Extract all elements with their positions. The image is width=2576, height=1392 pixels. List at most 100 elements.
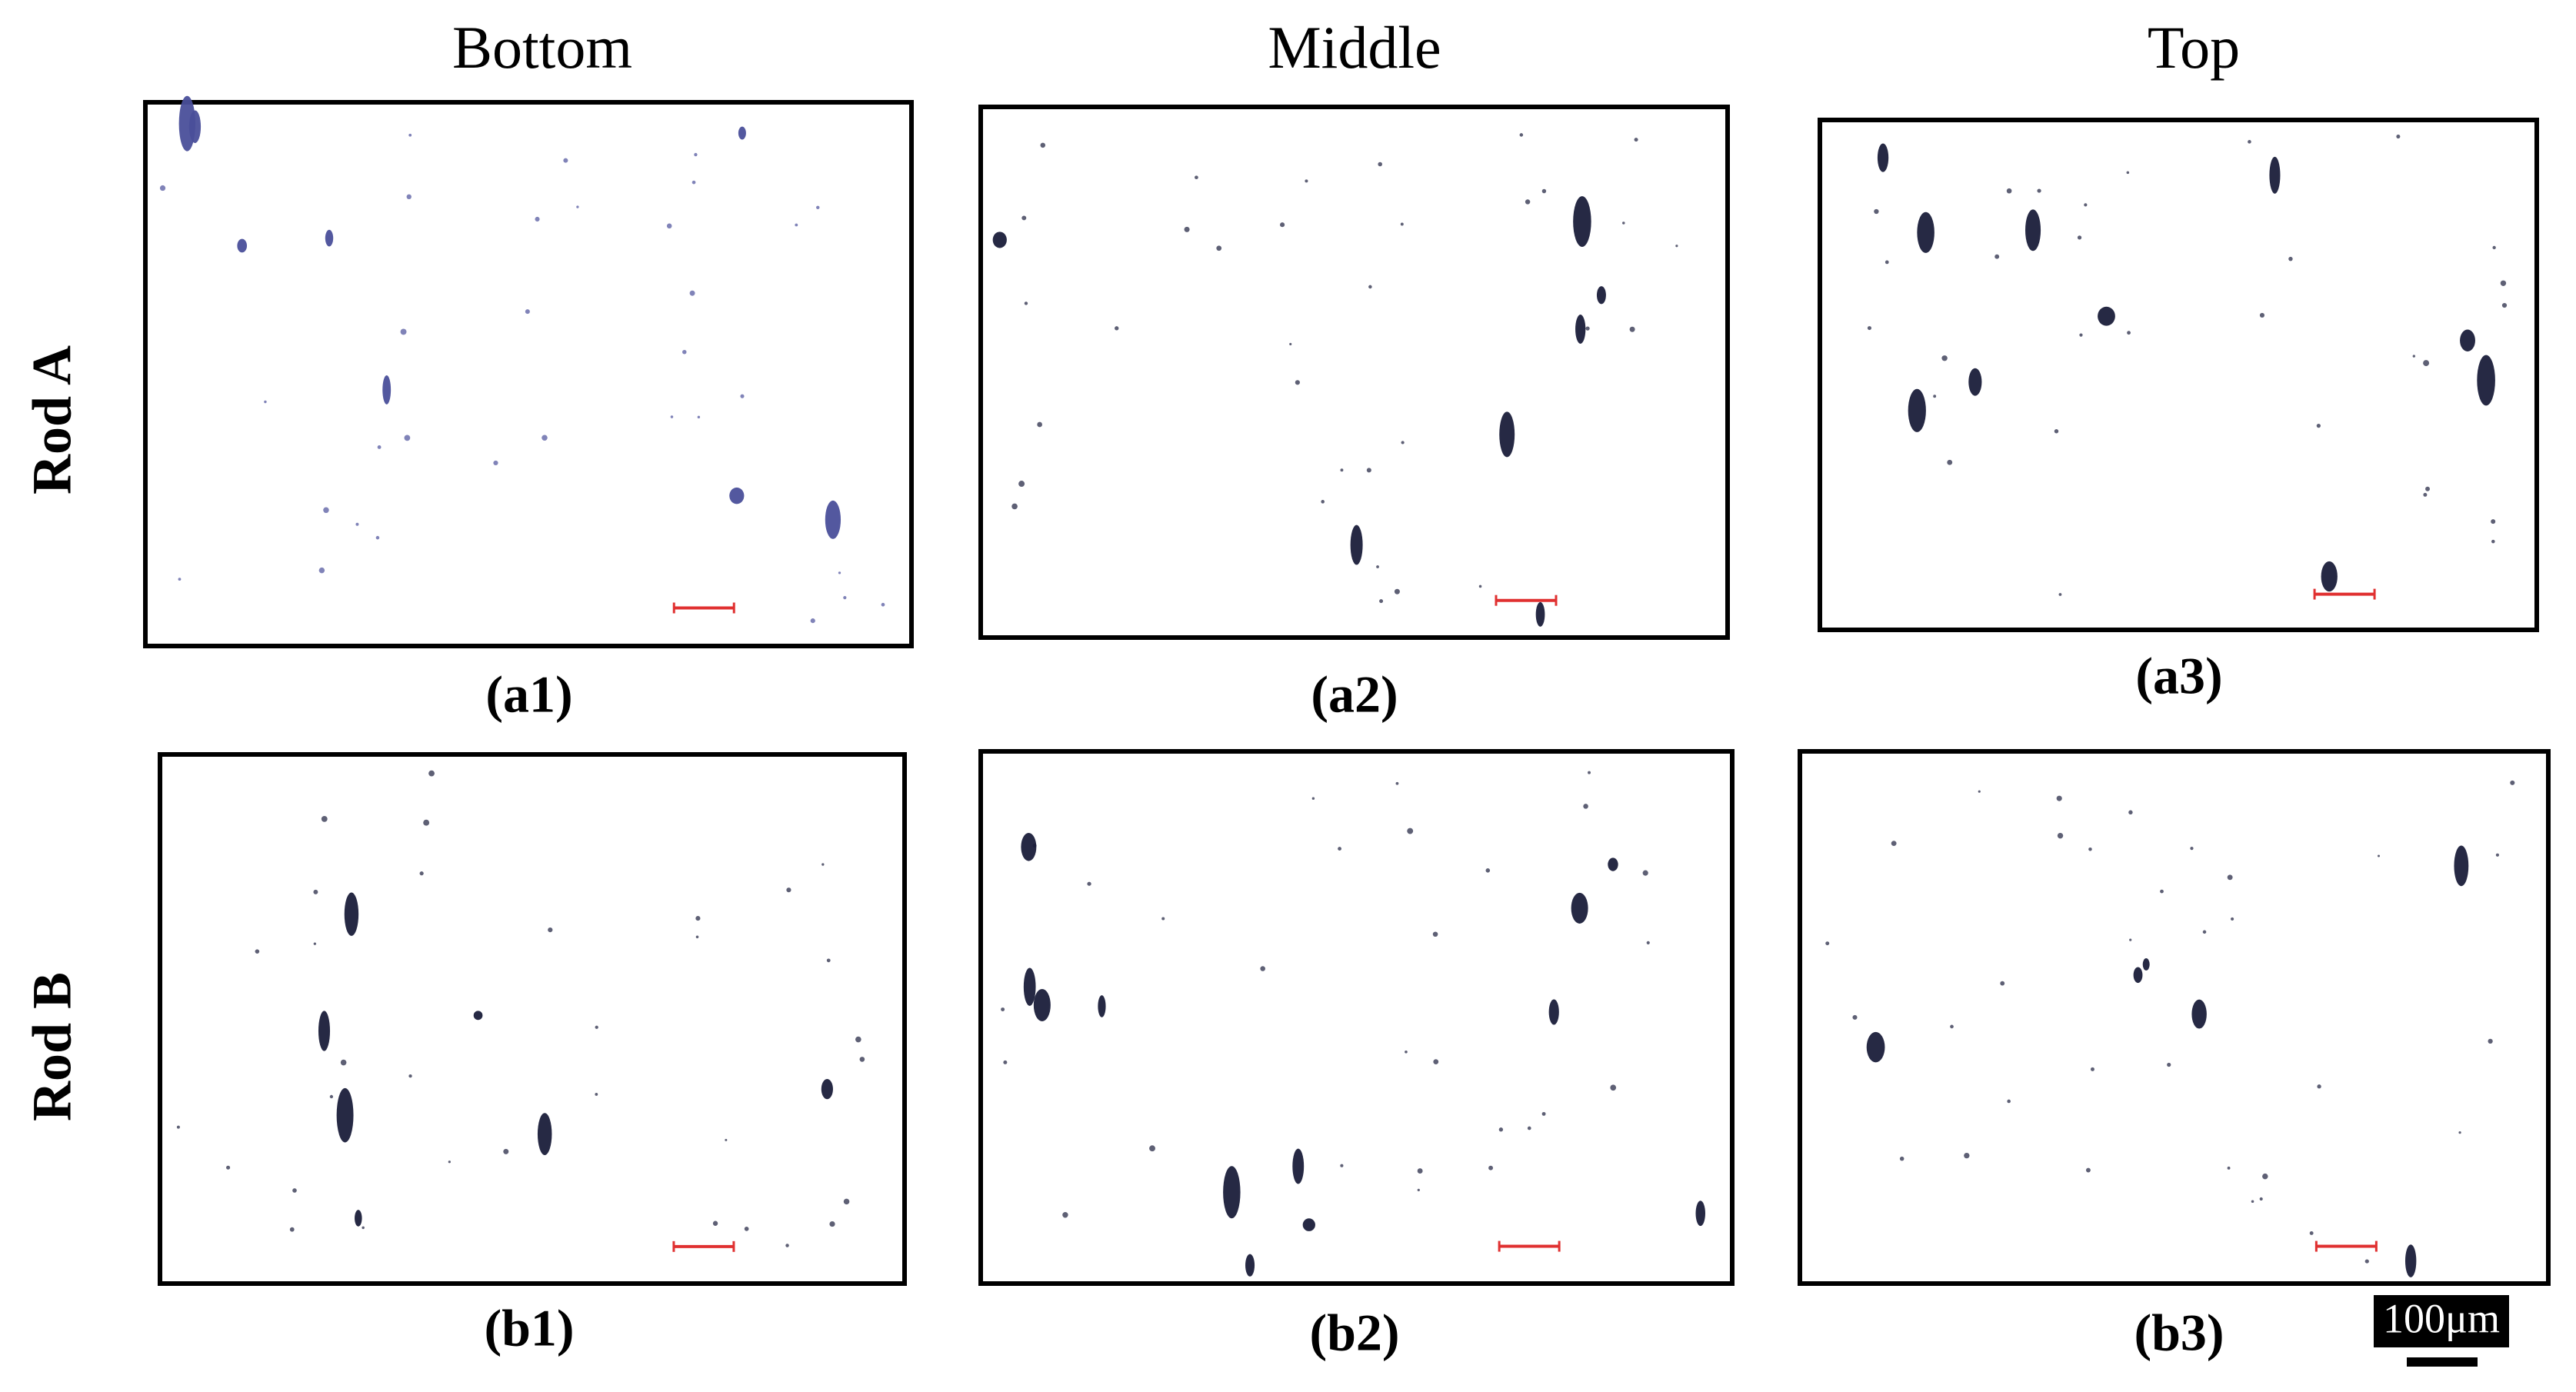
pore — [1498, 1127, 1504, 1132]
pore — [1033, 988, 1051, 1022]
pore — [666, 223, 672, 229]
pore — [691, 180, 696, 185]
pore — [1608, 858, 1618, 871]
pore — [2127, 331, 2131, 335]
pore — [1535, 601, 1545, 627]
pore — [2088, 847, 2092, 851]
pore — [325, 229, 334, 247]
pore — [682, 349, 687, 355]
pore — [1877, 143, 1889, 172]
pore — [537, 1113, 552, 1155]
pore — [695, 935, 699, 939]
pore — [2077, 235, 2082, 240]
pore — [1037, 421, 1042, 428]
pore — [1366, 468, 1371, 473]
pore — [1885, 260, 1889, 265]
pore — [178, 578, 182, 581]
pore — [473, 1011, 483, 1021]
pore — [1024, 301, 1028, 305]
pore — [1866, 1031, 1885, 1063]
pore — [525, 309, 530, 315]
pore — [2425, 486, 2430, 491]
pore — [1950, 1024, 1954, 1029]
pore — [2396, 135, 2401, 139]
pore — [493, 460, 498, 466]
pore — [810, 618, 815, 624]
pore — [2126, 171, 2130, 175]
pore — [843, 596, 847, 600]
pore — [2227, 874, 2233, 881]
pore — [1917, 211, 1934, 253]
pore — [1340, 1164, 1344, 1167]
pore — [2316, 424, 2321, 428]
pore — [1407, 828, 1414, 834]
pore — [2058, 593, 2062, 596]
scale-bar-box — [2374, 1295, 2509, 1347]
pore — [2057, 832, 2064, 839]
pore — [1018, 481, 1025, 488]
panel-label: (b2) — [1309, 1304, 1399, 1362]
pore — [695, 916, 701, 921]
pore — [595, 1093, 598, 1096]
row-label: Rod B — [22, 972, 83, 1121]
pore — [1405, 1050, 1408, 1054]
pore — [1695, 1201, 1705, 1227]
pore — [1115, 326, 1119, 331]
pore — [821, 863, 825, 866]
pore — [406, 194, 412, 200]
pore — [419, 871, 424, 876]
pore — [448, 1161, 451, 1164]
pore — [786, 887, 791, 893]
panel-label: (b1) — [484, 1299, 574, 1357]
pore — [321, 815, 328, 822]
scale-bar-label: 100μm — [2383, 1295, 2500, 1341]
pore — [1478, 584, 1482, 588]
pore — [2454, 845, 2469, 887]
pore — [1852, 1014, 1858, 1020]
pore — [1610, 1084, 1617, 1091]
pore — [689, 290, 695, 296]
micrograph-frame — [978, 749, 1735, 1286]
pore — [1585, 326, 1590, 331]
pore — [1216, 245, 1222, 251]
pore — [576, 205, 579, 208]
pore — [1642, 870, 1648, 876]
pore — [1184, 226, 1190, 232]
micrograph-frame — [143, 100, 914, 648]
pore — [2054, 429, 2059, 434]
pore — [176, 1125, 180, 1129]
pore — [2495, 853, 2499, 857]
pore — [289, 1227, 295, 1232]
pore — [1394, 588, 1400, 594]
pore — [1021, 832, 1037, 861]
pore — [313, 942, 317, 945]
pore — [2098, 306, 2115, 326]
pore — [329, 1094, 334, 1099]
pore — [1378, 162, 1383, 167]
pore — [159, 185, 166, 191]
pore — [408, 133, 412, 137]
pore — [1023, 967, 1036, 1006]
pore — [1260, 966, 1265, 971]
pore — [2128, 810, 2133, 814]
pore — [1223, 1166, 1241, 1219]
pore — [1874, 208, 1879, 215]
pore — [1541, 1111, 1546, 1116]
pore — [1417, 1188, 1420, 1191]
pore — [694, 152, 698, 157]
pore — [2190, 847, 2194, 851]
pore — [1891, 841, 1897, 847]
pore — [362, 1226, 365, 1230]
pore — [2037, 188, 2041, 193]
column-header: Top — [2148, 14, 2240, 81]
pore — [1646, 941, 1650, 944]
pore — [1485, 868, 1491, 873]
pore — [2056, 795, 2062, 801]
pore — [2259, 312, 2265, 318]
pore — [1519, 133, 1524, 137]
pore — [1675, 245, 1678, 248]
pore — [2491, 519, 2496, 524]
pore — [670, 415, 674, 418]
pore — [1021, 215, 1027, 221]
pore — [400, 328, 407, 335]
